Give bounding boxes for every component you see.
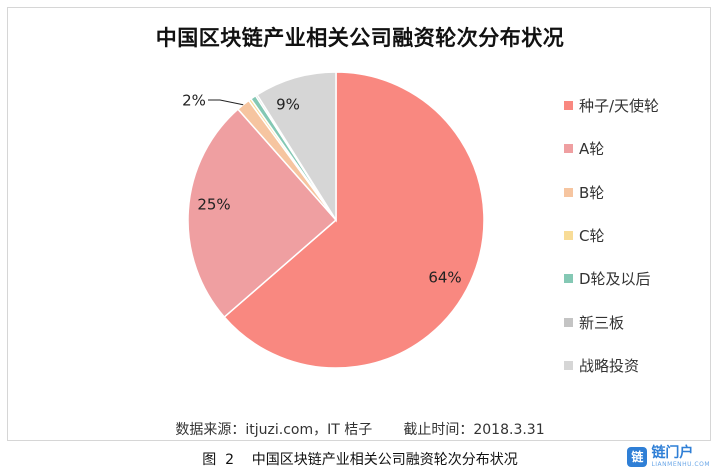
leader-line xyxy=(208,99,244,106)
data-label-2: 2% xyxy=(182,92,206,110)
legend-item-1: A轮 xyxy=(564,127,659,170)
pie-slice-slice-6 xyxy=(256,71,337,223)
legend-item-4: D轮及以后 xyxy=(564,257,659,300)
data-label-0: 64% xyxy=(428,269,461,287)
legend-label: 新三板 xyxy=(579,313,625,332)
pie-slice-a xyxy=(187,108,338,319)
legend: 种子/天使轮 A轮 B轮 C轮 D轮及以后新三板战略投资 xyxy=(564,84,659,387)
legend-swatch xyxy=(564,274,573,284)
legend-item-2: B轮 xyxy=(564,171,659,214)
legend-swatch xyxy=(564,187,573,197)
legend-swatch xyxy=(564,360,573,370)
legend-item-5: 新三板 xyxy=(564,300,659,343)
brand-domain: LIANMENHU.COM xyxy=(651,461,710,468)
chain-logo-icon: 链 xyxy=(627,447,648,467)
legend-label: 战略投资 xyxy=(579,356,640,375)
legend-item-0: 种子/天使轮 xyxy=(564,84,659,127)
legend-swatch xyxy=(564,144,573,154)
legend-swatch xyxy=(564,101,573,111)
legend-swatch xyxy=(564,231,573,241)
legend-label: 种子/天使轮 xyxy=(579,97,660,116)
brand-name: 链门户 xyxy=(651,445,694,461)
data-label-6: 9% xyxy=(276,96,300,114)
data-source: 数据来源：itjuzi.com，IT 桔子 截止时间：2018.3.31 xyxy=(175,422,545,438)
legend-item-6: 战略投资 xyxy=(564,344,659,387)
legend-label: C轮 xyxy=(579,227,605,246)
brand-logo: 链 链门户 LIANMENHU.COM xyxy=(627,446,710,468)
pie-slice-slice-0 xyxy=(223,71,485,369)
data-label-1: 25% xyxy=(197,196,230,214)
legend-swatch xyxy=(564,317,573,327)
figure-caption: 图 2 中国区块链产业相关公司融资轮次分布状况 xyxy=(202,452,518,468)
legend-label: B轮 xyxy=(579,183,605,202)
legend-label: A轮 xyxy=(579,140,605,159)
legend-label: D轮及以后 xyxy=(579,270,651,289)
legend-item-3: C轮 xyxy=(564,214,659,257)
chart-title: 中国区块链产业相关公司融资轮次分布状况 xyxy=(155,26,565,50)
